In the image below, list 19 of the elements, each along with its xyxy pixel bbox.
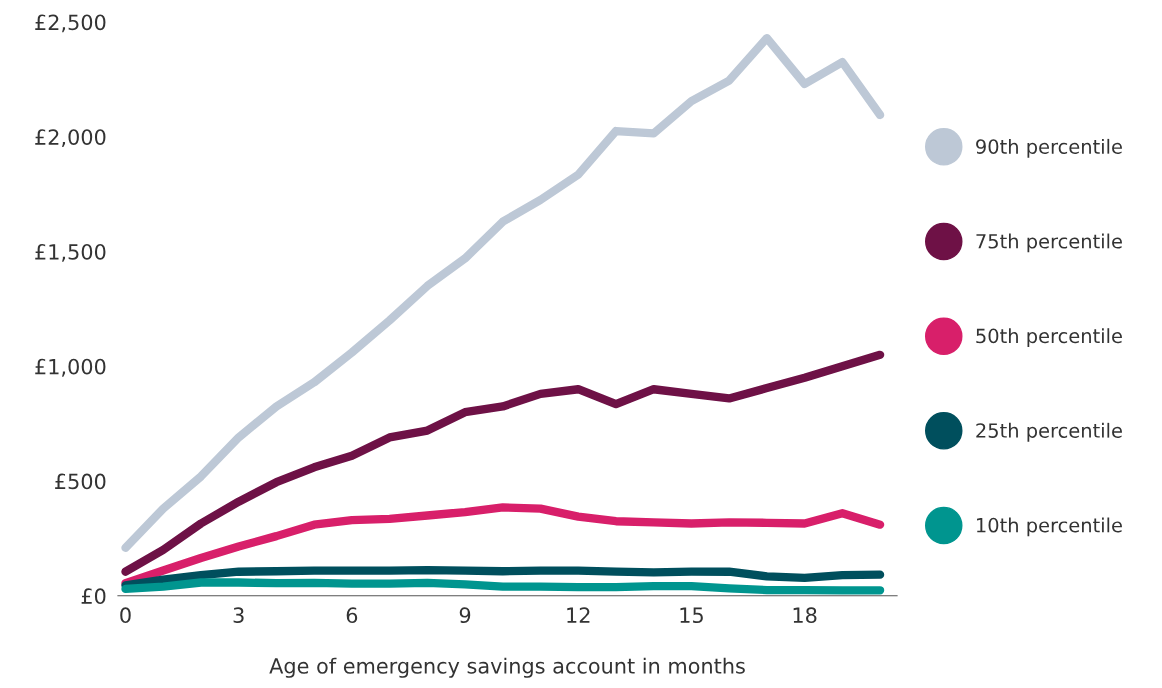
y-tick-label: £1,000: [35, 358, 106, 377]
x-tick-label: 18: [793, 607, 817, 624]
legend-label: 10th percentile: [977, 517, 1122, 537]
x-tick-label: 9: [459, 607, 471, 624]
y-tick-label: £500: [55, 473, 106, 490]
legend-label: 25th percentile: [976, 422, 1122, 442]
legend-label: 90th percentile: [976, 138, 1122, 158]
legend-label: 50th percentile: [976, 328, 1122, 348]
x-tick-label: 0: [120, 607, 131, 624]
y-tick-label: £0: [81, 588, 106, 605]
x-tick-label: 3: [233, 607, 244, 624]
x-tick-label: 12: [567, 607, 590, 623]
y-tick-label: £1,500: [35, 243, 106, 262]
x-tick-label: 6: [346, 607, 358, 624]
legend-label: 75th percentile: [976, 233, 1122, 253]
y-tick-label: £2,000: [35, 129, 106, 148]
x-axis-title: Age of emergency savings account in months: [269, 657, 745, 678]
y-tick-label: £2,500: [35, 14, 106, 33]
x-tick-label: 15: [680, 607, 703, 624]
